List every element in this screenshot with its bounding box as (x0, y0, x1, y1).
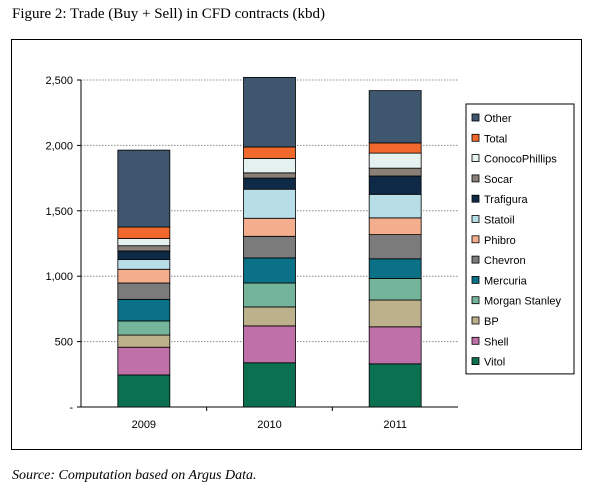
bar-segment (117, 298, 171, 322)
y-tick-label: 2,500 (45, 75, 73, 87)
bar-segment (243, 257, 296, 284)
bar-segment (117, 238, 171, 247)
y-tick-label: - (69, 402, 73, 414)
x-tick-label: 2010 (257, 419, 281, 431)
bar-segment (243, 158, 296, 174)
legend-label: BP (484, 316, 499, 328)
bar-segment (368, 142, 422, 154)
legend-label: Phibro (484, 235, 516, 247)
figure-title: Figure 2: Trade (Buy + Sell) in CFD cont… (12, 6, 326, 22)
bar-segment (243, 76, 296, 148)
bar-segment (368, 363, 422, 408)
legend-swatch (471, 133, 480, 142)
bar-segment (243, 282, 296, 308)
legend-swatch (471, 316, 480, 325)
legend-swatch (471, 235, 480, 244)
bar-segment (117, 226, 171, 239)
legend-swatch (471, 275, 480, 284)
legend-swatch (471, 296, 480, 305)
bar-segment (243, 146, 296, 159)
stacked-bar-chart: - 500 1,000 1,500 2,000 2,500 2009 2010 2011 Oth… (45, 75, 575, 431)
bar-segment (368, 234, 422, 260)
bar-segment (243, 325, 296, 364)
bar-segment (117, 282, 171, 300)
bar-segment (243, 306, 296, 327)
bar-segment (368, 278, 422, 301)
bar-segment (368, 258, 422, 279)
bar-segment (368, 326, 422, 365)
legend-label: Statoil (484, 215, 515, 227)
legend-label: Socar (484, 174, 513, 186)
legend-swatch (471, 255, 480, 264)
bar-segment (368, 167, 422, 177)
bar-segment (368, 152, 422, 169)
bar-segment (117, 149, 171, 228)
bar-segment (368, 217, 422, 236)
legend-label: Morgan Stanley (484, 296, 562, 308)
legend-label: Other (484, 113, 512, 125)
bar-segment (117, 374, 171, 408)
bar-segment (368, 175, 422, 195)
legend-label: Mercuria (484, 275, 528, 287)
source-note: Source: Computation based on Argus Data. (12, 468, 257, 483)
legend-label: Vitol (484, 357, 505, 369)
y-tick-label: 1,000 (45, 271, 73, 283)
bar-segment (243, 172, 296, 179)
legend-label: Chevron (484, 255, 526, 267)
bar-segment (117, 250, 171, 260)
bar-segment (243, 188, 296, 219)
bar-segment (117, 346, 171, 376)
bar-segment (117, 334, 171, 348)
y-tick-label: 2,000 (45, 140, 73, 152)
legend-swatch (471, 194, 480, 203)
legend-box (465, 103, 575, 375)
x-tick-label: 2009 (132, 419, 156, 431)
bar-segment (117, 268, 171, 284)
legend-swatch (471, 215, 480, 223)
bar-segment (243, 217, 296, 237)
bar-segment (243, 235, 296, 259)
legend: Other Total ConocoPhillips Socar Trafigura St… (465, 103, 575, 375)
chart-frame: - 500 1,000 1,500 2,000 2,500 2009 2010 2011 Oth… (11, 39, 582, 450)
x-tick-label: 2011 (383, 419, 407, 431)
legend-swatch (471, 174, 480, 183)
y-tick-label: 500 (55, 337, 73, 349)
legend-swatch (471, 357, 480, 366)
y-tick-label: 1,500 (45, 206, 73, 218)
bar-segment (368, 90, 422, 144)
bar-segment (117, 259, 171, 270)
legend-swatch (471, 154, 480, 162)
bar-segment (117, 320, 171, 336)
legend-swatch (471, 336, 480, 345)
bar-segment (368, 299, 422, 328)
legend-label: Shell (484, 336, 508, 348)
bar-segment (243, 177, 296, 190)
bars (117, 76, 422, 408)
legend-label: ConocoPhillips (484, 154, 557, 166)
bar-segment (243, 362, 296, 408)
bar-segment (117, 245, 171, 252)
legend-swatch (471, 113, 480, 122)
legend-label: Trafigura (484, 194, 528, 206)
legend-label: Total (484, 133, 507, 145)
bar-segment (368, 193, 422, 219)
